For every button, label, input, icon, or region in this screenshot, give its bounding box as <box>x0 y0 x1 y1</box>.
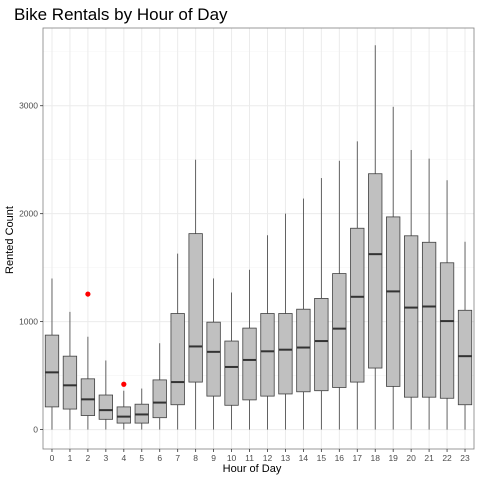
x-axis-title: Hour of Day <box>223 463 282 475</box>
box-hour-15 <box>314 298 329 392</box>
box-hour-2 <box>80 378 96 416</box>
y-tick-label: 3000 <box>19 101 38 111</box>
box-hour-23 <box>457 309 473 406</box>
outlier-point <box>85 291 91 297</box>
box-hour-6 <box>152 379 167 419</box>
x-tick-label: 3 <box>103 453 108 463</box>
x-tick-label: 0 <box>50 453 55 463</box>
box-hour-4 <box>116 406 131 424</box>
x-tick-label: 12 <box>263 453 273 463</box>
box-hour-19 <box>386 216 401 387</box>
y-axis-title: Rented Count <box>4 206 16 274</box>
x-tick-label: 21 <box>424 453 434 463</box>
x-tick-label: 8 <box>193 453 198 463</box>
x-tick-label: 5 <box>139 453 144 463</box>
box-hour-0 <box>44 334 60 408</box>
x-tick-label: 17 <box>353 453 363 463</box>
x-tick-label: 14 <box>299 453 309 463</box>
x-tick-label: 22 <box>442 453 452 463</box>
x-tick-label: 7 <box>175 453 180 463</box>
x-tick-label: 16 <box>335 453 345 463</box>
x-tick-label: 11 <box>245 453 254 463</box>
panel-background <box>43 28 474 449</box>
x-tick-label: 13 <box>281 453 291 463</box>
x-tick-label: 18 <box>370 453 380 463</box>
x-tick-label: 10 <box>227 453 237 463</box>
box-hour-20 <box>404 235 419 398</box>
box-hour-10 <box>224 340 239 406</box>
box-hour-21 <box>421 241 437 398</box>
outlier-point <box>121 381 127 387</box>
x-tick-label: 1 <box>68 453 73 463</box>
box-hour-18 <box>368 173 383 369</box>
y-tick-label: 2000 <box>19 209 38 219</box>
y-tick-label: 0 <box>33 425 38 435</box>
x-tick-label: 9 <box>211 453 216 463</box>
box-hour-3 <box>98 394 113 420</box>
box-hour-11 <box>242 327 257 401</box>
y-tick-label: 1000 <box>19 317 38 327</box>
x-tick-label: 19 <box>388 453 398 463</box>
x-tick-label: 20 <box>406 453 416 463</box>
x-tick-label: 23 <box>460 453 470 463</box>
box-hour-1 <box>62 355 78 410</box>
box-hour-16 <box>332 273 347 388</box>
box-hour-12 <box>260 313 275 397</box>
box-hour-7 <box>170 313 185 406</box>
x-tick-label: 15 <box>317 453 327 463</box>
chart-title: Bike Rentals by Hour of Day <box>14 5 228 24</box>
box-hour-8 <box>188 233 203 383</box>
x-tick-label: 6 <box>157 453 162 463</box>
box-hour-9 <box>206 321 221 397</box>
box-hour-22 <box>439 262 455 399</box>
panel-border <box>42 27 475 450</box>
x-tick-label: 2 <box>86 453 91 463</box>
box-hour-17 <box>350 227 365 383</box>
x-tick-label: 4 <box>121 453 126 463</box>
box-hour-14 <box>296 308 311 393</box>
box-hour-13 <box>278 313 293 395</box>
